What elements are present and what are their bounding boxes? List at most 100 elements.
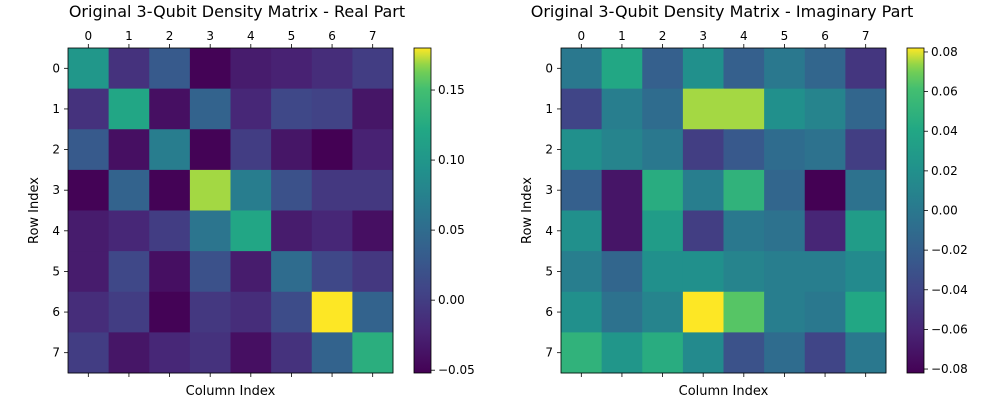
- colorbar: [906, 47, 925, 374]
- colorbar-tick-label: −0.02: [931, 243, 968, 257]
- heatmap-cell-r4-c2: [642, 210, 684, 252]
- heatmap-cell-r6-c1: [108, 291, 150, 333]
- y-tick-label: 0: [545, 61, 553, 75]
- colorbar-tick-label: −0.06: [931, 322, 968, 336]
- heatmap-cell-r6-c5: [764, 291, 806, 333]
- heatmap-cell-r2-c4: [723, 129, 765, 171]
- colorbar-tick-label: 0.02: [931, 164, 958, 178]
- heatmap-cell-r0-c0: [561, 48, 603, 90]
- x-tick-label: 7: [369, 29, 377, 43]
- x-tick-label: 4: [740, 29, 748, 43]
- heatmap-cell-r6-c7: [845, 291, 887, 333]
- heatmap-cell-r7-c6: [804, 332, 846, 374]
- heatmap-cell-r7-c1: [601, 332, 643, 374]
- heatmap-cell-r4-c6: [311, 210, 353, 252]
- heatmap-cell-r2-c6: [804, 129, 846, 171]
- heatmap-cell-r6-c0: [68, 291, 110, 333]
- heatmap-cell-r4-c5: [764, 210, 806, 252]
- heatmap-cell-r1-c0: [561, 88, 603, 130]
- heatmap-panel-real: Original 3-Qubit Density Matrix - Real P…: [27, 2, 475, 399]
- heatmap-frame: [560, 47, 887, 374]
- heatmap-cell-r3-c0: [68, 169, 110, 211]
- colorbar: [413, 47, 432, 374]
- heatmap-cell-r4-c1: [601, 210, 643, 252]
- x-tick-label: 5: [288, 29, 296, 43]
- heatmap-cell-r7-c5: [271, 332, 313, 374]
- heatmap-cell-r4-c0: [68, 210, 110, 252]
- heatmap-cell-r4-c0: [561, 210, 603, 252]
- y-tick-label: 2: [52, 143, 60, 157]
- heatmap-cell-r1-c6: [311, 88, 353, 130]
- colorbar-tick-label: 0.10: [438, 153, 465, 167]
- heatmap-cell-r5-c1: [601, 251, 643, 293]
- heatmap-cell-r5-c0: [68, 251, 110, 293]
- heatmap-frame: [67, 47, 394, 374]
- y-tick-label: 4: [545, 224, 553, 238]
- heatmap-cell-r3-c5: [271, 169, 313, 211]
- heatmap-cell-r3-c5: [764, 169, 806, 211]
- heatmap-cell-r1-c2: [149, 88, 191, 130]
- heatmap-cell-r7-c2: [642, 332, 684, 374]
- heatmap-cell-r4-c3: [682, 210, 724, 252]
- heatmap-cell-r0-c1: [601, 48, 643, 90]
- heatmap-cell-r1-c2: [642, 88, 684, 130]
- y-tick-label: 7: [52, 346, 60, 360]
- heatmap-cell-r3-c1: [108, 169, 150, 211]
- heatmap-cell-r7-c0: [561, 332, 603, 374]
- heatmap-cell-r6-c5: [271, 291, 313, 333]
- heatmap-cell-r4-c3: [189, 210, 231, 252]
- heatmap-cell-r7-c3: [682, 332, 724, 374]
- heatmap-cell-r1-c7: [352, 88, 394, 130]
- heatmap-cell-r3-c7: [845, 169, 887, 211]
- heatmap-cell-r2-c3: [189, 129, 231, 171]
- x-axis-label: Column Index: [679, 384, 769, 399]
- heatmap-cell-r5-c5: [271, 251, 313, 293]
- x-tick-label: 2: [166, 29, 174, 43]
- y-tick-label: 6: [545, 305, 553, 319]
- heatmap-cell-r5-c2: [642, 251, 684, 293]
- heatmap-cell-r0-c7: [352, 48, 394, 90]
- heatmap-cell-r4-c5: [271, 210, 313, 252]
- heatmap-cell-r3-c7: [352, 169, 394, 211]
- heatmap-cell-r4-c2: [149, 210, 191, 252]
- y-tick-label: 7: [545, 346, 553, 360]
- heatmap-cell-r6-c2: [642, 291, 684, 333]
- colorbar-tick-label: −0.04: [931, 283, 968, 297]
- y-tick-label: 6: [52, 305, 60, 319]
- heatmap-cell-r4-c7: [352, 210, 394, 252]
- heatmap-cell-r3-c2: [642, 169, 684, 211]
- heatmap-cell-r6-c6: [311, 291, 353, 333]
- heatmap-cell-r5-c3: [189, 251, 231, 293]
- x-tick-label: 0: [577, 29, 585, 43]
- colorbar-tick-label: 0.15: [438, 83, 465, 97]
- heatmap-cell-r5-c2: [149, 251, 191, 293]
- y-tick-label: 1: [545, 102, 553, 116]
- x-tick-label: 5: [781, 29, 789, 43]
- heatmap-cell-r6-c6: [804, 291, 846, 333]
- heatmap-cell-r7-c1: [108, 332, 150, 374]
- heatmap-cell-r7-c3: [189, 332, 231, 374]
- x-tick-label: 2: [659, 29, 667, 43]
- heatmap-cell-r7-c7: [352, 332, 394, 374]
- heatmap-cell-r0-c4: [723, 48, 765, 90]
- heatmap-cell-r0-c0: [68, 48, 110, 90]
- heatmap-cell-r0-c6: [804, 48, 846, 90]
- heatmap-cell-r2-c1: [108, 129, 150, 171]
- y-tick-label: 5: [52, 264, 60, 278]
- heatmap-cell-r5-c5: [764, 251, 806, 293]
- heatmap-cell-r1-c4: [230, 88, 272, 130]
- heatmap-cell-r7-c7: [845, 332, 887, 374]
- heatmap-cell-r2-c1: [601, 129, 643, 171]
- heatmap-cell-r1-c1: [108, 88, 150, 130]
- x-tick-label: 3: [699, 29, 707, 43]
- heatmap-cell-r2-c2: [149, 129, 191, 171]
- heatmap-cell-r6-c4: [723, 291, 765, 333]
- heatmap-cell-r7-c6: [311, 332, 353, 374]
- heatmap-cell-r5-c1: [108, 251, 150, 293]
- heatmap-cell-r7-c4: [230, 332, 272, 374]
- heatmap-cell-r2-c5: [764, 129, 806, 171]
- heatmap-cell-r0-c3: [189, 48, 231, 90]
- heatmap-panel-imaginary: Original 3-Qubit Density Matrix - Imagin…: [520, 2, 968, 399]
- heatmap-cell-r7-c5: [764, 332, 806, 374]
